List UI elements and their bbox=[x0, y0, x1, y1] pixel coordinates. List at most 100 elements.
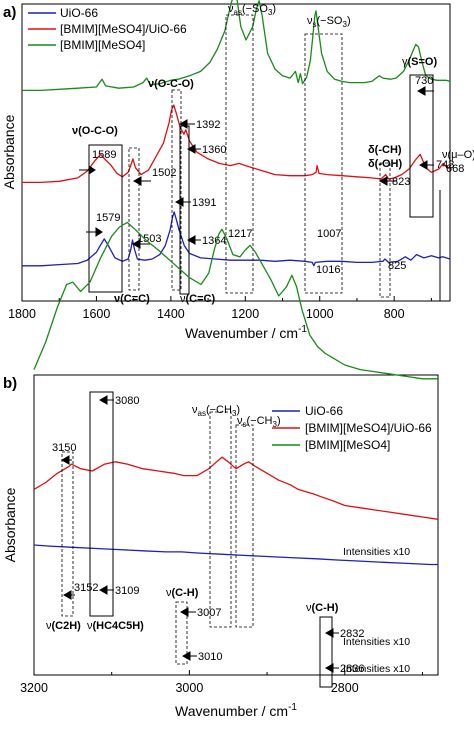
box-hc4c5h bbox=[89, 391, 114, 617]
ann-nu-oco-left: ν(O-C-O) bbox=[72, 125, 118, 137]
x-tick-label-b-0: 3200 bbox=[20, 681, 48, 695]
ann-label-668: 668 bbox=[446, 163, 464, 175]
box-c2h bbox=[61, 451, 74, 617]
ann-label-3010: 3010 bbox=[198, 651, 222, 663]
panel-a-x-axis-title: Wavenumber / cm-1 bbox=[185, 324, 307, 341]
arrow-1579 bbox=[86, 227, 103, 237]
box-s-o bbox=[409, 74, 434, 218]
ann-nu-s-ch3: νs(−CH3) bbox=[237, 415, 281, 429]
ann-nu-oco-top: ν(O-C-O) bbox=[148, 78, 194, 90]
ann-intensity-red: Intensities x10 bbox=[343, 636, 410, 648]
x-tick-label-a-5: 800 bbox=[384, 307, 405, 321]
ann-label-3080: 3080 bbox=[115, 395, 139, 407]
arrow-3152 bbox=[62, 590, 75, 600]
arrow-1392 bbox=[178, 119, 195, 129]
ann-nu-s-so3: νs(−SO3) bbox=[307, 15, 351, 29]
box-as-so3 bbox=[225, 14, 254, 294]
ann-label-1589: 1589 bbox=[92, 149, 116, 161]
panel-b-frame bbox=[33, 374, 439, 676]
panel-a-x-ticks: 1800 1600 1400 1200 1000 800 bbox=[8, 296, 432, 321]
box-ch-oh bbox=[379, 162, 391, 298]
ann-delta-oh: δ(-OH) bbox=[368, 158, 402, 170]
ann-label-1007: 1007 bbox=[317, 228, 341, 240]
ann-label-3152: 3152 bbox=[74, 582, 98, 594]
panel-b-x-axis-title: Wavenumber / cm-1 bbox=[175, 702, 297, 719]
box-oco-left bbox=[88, 144, 123, 293]
ann-intensity-blue: Intensities x10 bbox=[343, 663, 410, 675]
ann-nu-c2h: ν(C2H) bbox=[46, 620, 81, 632]
series-line-a-2 bbox=[22, 0, 451, 92]
panel-a-arrows bbox=[79, 86, 434, 249]
legend-label-uio: UiO-66 bbox=[60, 6, 98, 20]
x-tick-label-a-1: 1600 bbox=[83, 307, 111, 321]
x-tick-label-b-2: 2800 bbox=[331, 681, 359, 695]
ann-label-1391: 1391 bbox=[192, 197, 216, 209]
arrow-2832 bbox=[324, 628, 339, 638]
arrow-1391 bbox=[174, 197, 191, 207]
ann-nu-as-so3: νas(−SO3) bbox=[228, 3, 276, 17]
ann-label-1364: 1364 bbox=[202, 235, 226, 247]
panel-a-legend: UiO-66 [BMIM][MeSO4]/UiO-66 [BMIM][MeSO4… bbox=[28, 6, 187, 52]
box-as-ch3 bbox=[209, 411, 232, 628]
ann-nu-ch-mid: ν(C-H) bbox=[166, 587, 199, 599]
box-s-so3 bbox=[304, 33, 343, 294]
arrow-1589 bbox=[79, 165, 96, 175]
ann-label-2836: 2836 bbox=[340, 663, 364, 675]
box-ch-mid bbox=[175, 601, 188, 665]
panel-a-label: a) bbox=[3, 4, 16, 21]
ann-label-3109: 3109 bbox=[115, 585, 139, 597]
arrow-3007 bbox=[179, 607, 196, 617]
arrow-2836 bbox=[324, 663, 339, 673]
arrow-730 bbox=[416, 86, 434, 96]
series-line-a-0 bbox=[22, 211, 451, 267]
arrow-1360 bbox=[186, 144, 201, 154]
panel-b: b) 3200 3000 2800 Absorbance Wavenumber / … bbox=[2, 221, 439, 719]
series-line-b-1 bbox=[33, 456, 439, 520]
arrow-1364 bbox=[186, 235, 201, 245]
legend-b-label-ionic-uio: [BMIM][MeSO4]/UiO-66 bbox=[305, 421, 432, 435]
arrow-1503 bbox=[131, 239, 150, 249]
ann-nu-cc-left: ν(C=C) bbox=[114, 293, 150, 305]
arrow-3150 bbox=[60, 455, 72, 465]
x-tick-label-b-1: 3000 bbox=[175, 681, 203, 695]
legend-b-label-ionic: [BMIM][MeSO4] bbox=[305, 438, 390, 452]
legend-label-ionic-uio: [BMIM][MeSO4]/UiO-66 bbox=[60, 22, 187, 36]
panel-a-series bbox=[22, 0, 451, 267]
panel-b-series bbox=[33, 221, 439, 566]
panel-b-label: b) bbox=[3, 375, 17, 392]
series-line-a-1 bbox=[22, 104, 451, 184]
box-oco-top bbox=[171, 89, 182, 291]
ann-nu-hc4c5h: ν(HC4C5H) bbox=[87, 620, 144, 632]
series-line-b-0 bbox=[33, 544, 438, 566]
panel-b-y-axis-title: Absorbance bbox=[2, 487, 18, 562]
ann-label-730: 730 bbox=[415, 75, 433, 87]
x-tick-label-a-3: 1200 bbox=[231, 307, 259, 321]
ann-label-1503: 1503 bbox=[137, 233, 161, 245]
panel-a-y-axis-title: Absorbance bbox=[1, 114, 17, 189]
series-line-b-2 bbox=[33, 221, 438, 380]
ann-label-823: 823 bbox=[392, 176, 410, 188]
ann-label-825: 825 bbox=[388, 260, 406, 272]
x-tick-label-a-0: 1800 bbox=[8, 307, 36, 321]
ann-nu-as-ch3: νas(−CH3) bbox=[192, 404, 240, 418]
arrow-823 bbox=[378, 176, 397, 186]
panel-b-annotations: νas(−CH3) νs(−CH3) ν(C2H) ν(HC4C5H) ν(C-… bbox=[46, 395, 410, 675]
ann-label-1392: 1392 bbox=[196, 119, 220, 131]
box-ch-right bbox=[319, 616, 333, 688]
ann-intensity-green: Intensities x10 bbox=[343, 546, 410, 558]
ann-label-1579: 1579 bbox=[96, 212, 120, 224]
x-tick-label-a-4: 1000 bbox=[306, 307, 334, 321]
panel-a-frame bbox=[21, 3, 451, 302]
panel-b-band-boxes bbox=[61, 391, 333, 688]
panel-b-x-ticks: 3200 3000 2800 bbox=[20, 670, 423, 695]
ann-label-3150: 3150 bbox=[52, 442, 76, 454]
ann-label-1217: 1217 bbox=[228, 228, 252, 240]
panel-a: a) 1800 1600 1400 1200 1000 800 Absorbance Wa… bbox=[1, 0, 474, 341]
arrow-3080 bbox=[98, 395, 114, 405]
arrow-1502 bbox=[132, 176, 151, 186]
ann-label-1502: 1502 bbox=[152, 167, 176, 179]
ann-label-1360: 1360 bbox=[202, 144, 226, 156]
x-tick-label-a-2: 1400 bbox=[157, 307, 185, 321]
ann-gamma-so: γ(S=O) bbox=[402, 56, 437, 68]
arrow-743 bbox=[418, 160, 434, 170]
